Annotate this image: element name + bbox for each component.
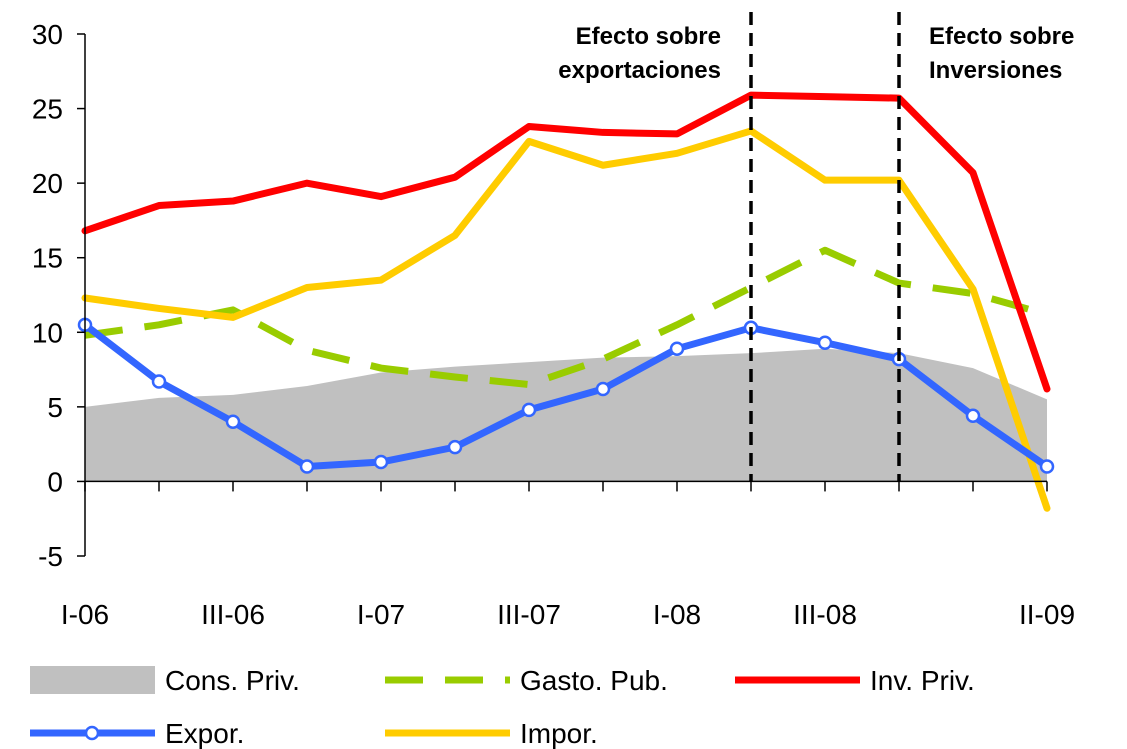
x-tick-label: I-06 xyxy=(61,599,109,630)
legend-label: Expor. xyxy=(165,718,244,749)
marker xyxy=(299,459,315,474)
line xyxy=(84,246,1048,388)
marker xyxy=(373,454,389,470)
marker xyxy=(521,402,537,418)
y-tick-label: 0 xyxy=(47,466,63,497)
y-tick-label: -5 xyxy=(38,541,63,572)
y-tick-label: 5 xyxy=(47,392,63,423)
legend-label: Gasto. Pub. xyxy=(520,665,668,696)
marker xyxy=(1039,459,1055,474)
line xyxy=(81,321,1051,471)
x-tick-label: III-06 xyxy=(201,599,265,630)
legend-label: Impor. xyxy=(520,718,598,749)
legend-label: Inv. Priv. xyxy=(870,665,975,696)
area xyxy=(85,348,1047,482)
marker xyxy=(225,414,241,430)
x-tick-label: III-07 xyxy=(497,599,561,630)
y-tick-label: 10 xyxy=(32,317,63,348)
y-tick-label: 15 xyxy=(32,243,63,274)
marker xyxy=(965,408,981,424)
marker xyxy=(595,381,611,397)
x-tick-label: I-07 xyxy=(357,599,405,630)
legend-swatch xyxy=(30,666,155,694)
annotation-text: Inversiones xyxy=(929,57,1062,84)
marker xyxy=(447,439,463,455)
y-tick-label: 25 xyxy=(32,94,63,125)
annotation-text: Efecto sobre xyxy=(576,23,721,50)
annotation-text: Efecto sobre xyxy=(929,23,1074,50)
y-tick-label: 20 xyxy=(32,168,63,199)
x-tick-label: III-08 xyxy=(793,599,857,630)
legend-marker xyxy=(84,725,100,741)
annotation-text: exportaciones xyxy=(558,57,721,84)
y-tick-label: 30 xyxy=(32,19,63,50)
x-tick-label: I-08 xyxy=(653,599,701,630)
line xyxy=(81,91,1051,393)
marker xyxy=(817,335,833,350)
marker xyxy=(669,341,685,356)
legend-label: Cons. Priv. xyxy=(165,665,300,696)
marker xyxy=(151,374,167,389)
x-tick-label: II-09 xyxy=(1019,599,1075,630)
line xyxy=(81,127,1051,512)
